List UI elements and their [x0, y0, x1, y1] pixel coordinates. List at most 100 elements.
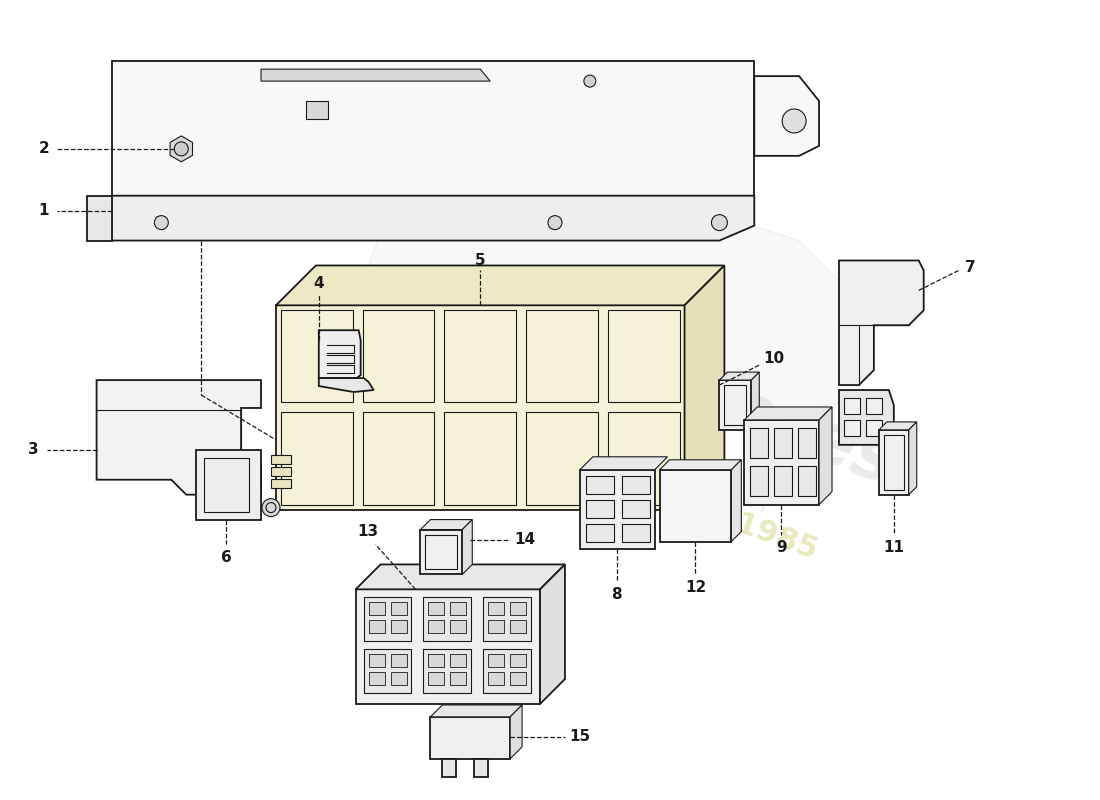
Polygon shape — [580, 457, 668, 470]
Bar — [526, 310, 597, 402]
Bar — [483, 598, 531, 641]
Text: 15: 15 — [570, 730, 591, 744]
Bar — [510, 620, 526, 633]
Bar — [271, 455, 290, 464]
Bar — [488, 654, 504, 667]
Text: a passion: a passion — [627, 442, 772, 518]
Polygon shape — [684, 266, 725, 510]
Bar — [621, 523, 650, 542]
Bar — [866, 420, 882, 436]
Text: 4: 4 — [314, 276, 324, 291]
Bar — [621, 476, 650, 494]
Polygon shape — [909, 422, 916, 494]
Polygon shape — [719, 372, 759, 380]
Bar — [750, 428, 768, 458]
Text: since 1985: since 1985 — [638, 474, 821, 565]
Bar — [355, 590, 540, 704]
Bar — [660, 470, 732, 542]
Text: 10: 10 — [763, 350, 784, 366]
Bar — [526, 413, 597, 505]
Text: 3: 3 — [29, 442, 40, 458]
Circle shape — [154, 216, 168, 230]
Bar — [774, 466, 792, 496]
Polygon shape — [820, 407, 832, 505]
Bar — [883, 435, 904, 490]
Bar — [364, 649, 411, 693]
Polygon shape — [510, 705, 522, 758]
Polygon shape — [97, 380, 261, 494]
Bar — [750, 466, 768, 496]
Polygon shape — [540, 565, 565, 704]
Bar — [428, 654, 444, 667]
Text: 6: 6 — [221, 550, 231, 565]
Bar — [444, 310, 516, 402]
Bar — [719, 380, 751, 430]
Bar — [799, 466, 816, 496]
Bar — [745, 420, 820, 505]
Bar — [390, 654, 407, 667]
Polygon shape — [87, 196, 111, 241]
Bar — [444, 413, 516, 505]
Bar — [879, 430, 909, 494]
Text: 7: 7 — [965, 260, 976, 275]
Bar — [608, 310, 680, 402]
Text: 9: 9 — [776, 540, 786, 555]
Bar — [488, 602, 504, 615]
Bar — [483, 649, 531, 693]
Bar — [426, 534, 458, 570]
Circle shape — [782, 109, 806, 133]
Bar — [442, 758, 456, 777]
Polygon shape — [839, 261, 924, 385]
Bar — [364, 598, 411, 641]
Bar — [368, 654, 385, 667]
Bar — [424, 649, 471, 693]
Bar — [205, 458, 249, 512]
Bar — [390, 602, 407, 615]
Bar — [450, 620, 466, 633]
Bar — [271, 466, 290, 476]
Bar — [580, 470, 654, 550]
Polygon shape — [839, 390, 894, 445]
Circle shape — [174, 142, 188, 156]
Polygon shape — [355, 565, 565, 590]
Circle shape — [262, 498, 279, 517]
Bar — [510, 672, 526, 685]
Polygon shape — [755, 76, 820, 156]
Bar — [450, 672, 466, 685]
Bar — [363, 310, 434, 402]
Text: 1: 1 — [39, 203, 50, 218]
Bar — [390, 620, 407, 633]
Bar — [271, 478, 290, 488]
Bar — [844, 398, 860, 414]
Bar — [586, 500, 614, 518]
Bar — [488, 672, 504, 685]
Polygon shape — [660, 460, 741, 470]
Bar — [866, 398, 882, 414]
Bar — [368, 620, 385, 633]
Polygon shape — [462, 519, 472, 574]
Polygon shape — [732, 460, 741, 542]
Polygon shape — [879, 422, 916, 430]
Bar — [510, 654, 526, 667]
Bar — [368, 602, 385, 615]
Bar — [488, 620, 504, 633]
Circle shape — [548, 216, 562, 230]
Bar — [424, 598, 471, 641]
Polygon shape — [751, 372, 759, 430]
Polygon shape — [111, 196, 755, 241]
Bar — [428, 620, 444, 633]
Bar — [621, 500, 650, 518]
Bar — [420, 530, 462, 574]
Bar — [844, 420, 860, 436]
Text: eurospares: eurospares — [453, 279, 906, 501]
Polygon shape — [341, 196, 869, 420]
Bar — [280, 413, 353, 505]
Polygon shape — [276, 266, 725, 306]
Bar — [363, 413, 434, 505]
Bar — [586, 523, 614, 542]
Bar — [428, 602, 444, 615]
Polygon shape — [170, 136, 192, 162]
Bar — [390, 672, 407, 685]
Circle shape — [584, 75, 596, 87]
Polygon shape — [111, 61, 755, 196]
